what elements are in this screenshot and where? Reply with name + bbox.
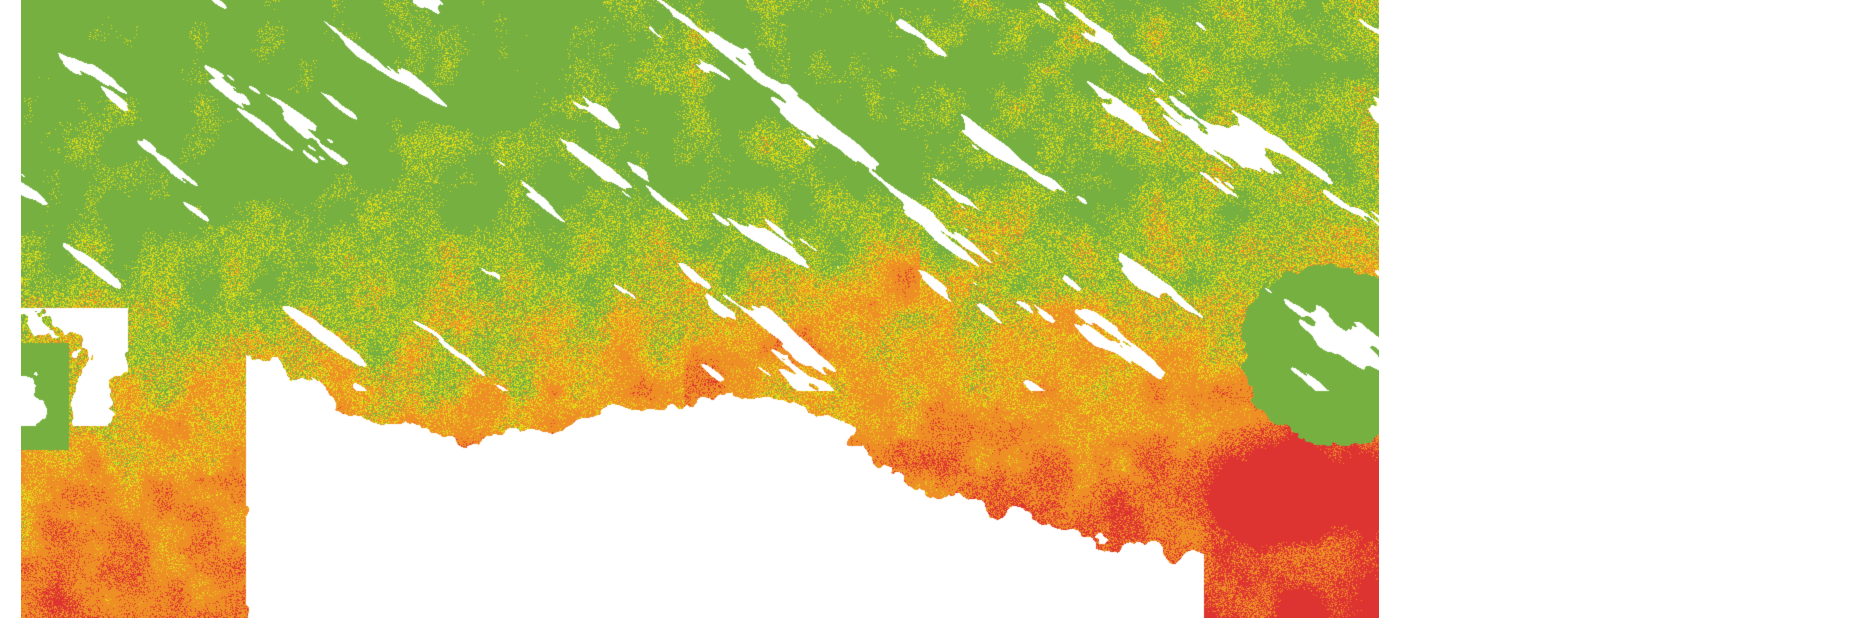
classified-raster-map (21, 0, 1379, 618)
